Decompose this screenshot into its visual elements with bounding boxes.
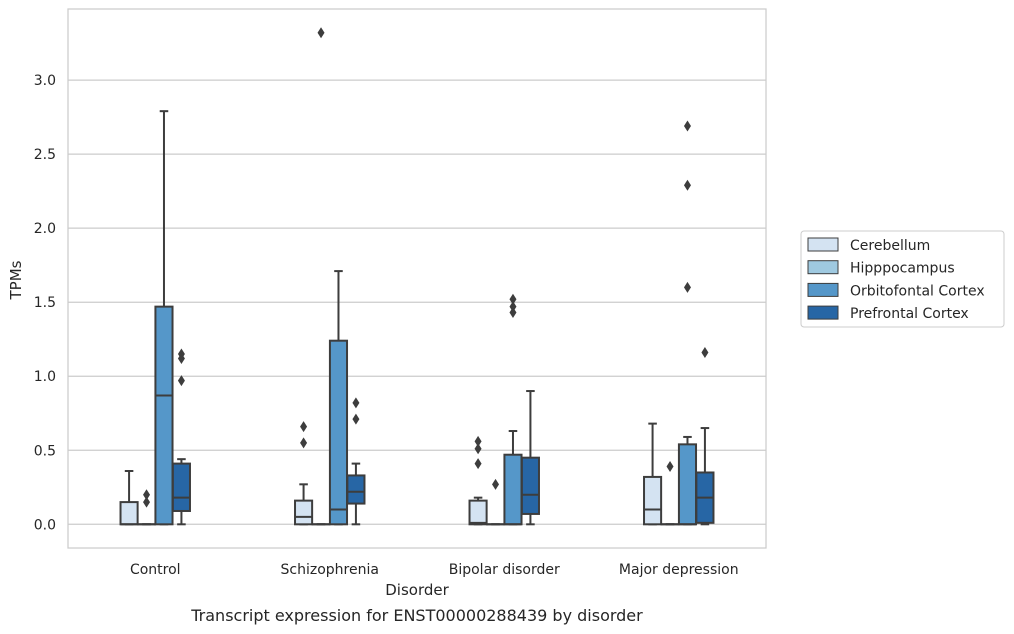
legend-swatch — [807, 282, 839, 297]
outlier-point — [143, 489, 151, 501]
x-tick-labels: Control Schizophrenia Bipolar disorder Majo… — [130, 562, 739, 578]
grid-lines — [68, 79, 766, 525]
box-body — [468, 499, 488, 526]
box-orbitofontal-cortex — [677, 120, 698, 526]
legend-label: Hipppocampus — [850, 261, 955, 277]
legend-swatch — [807, 260, 839, 275]
outlier-point — [300, 421, 308, 433]
legend-label: Prefrontal Cortex — [850, 306, 969, 322]
plot-frame — [67, 8, 767, 549]
box-cerebellum — [294, 421, 314, 526]
box-body — [119, 501, 139, 526]
box-body — [154, 305, 174, 526]
outlier-point — [492, 478, 500, 490]
y-axis-label: TPMs — [7, 260, 25, 300]
x-tick-label: Control — [130, 562, 181, 578]
box-prefrontal-cortex — [695, 347, 715, 526]
outlier-point — [509, 301, 517, 313]
box-body — [328, 339, 349, 526]
legend-label: Cerebellum — [850, 238, 930, 254]
box-hipppocampus — [660, 461, 680, 526]
box-prefrontal-cortex — [171, 348, 191, 526]
x-tick-label: Schizophrenia — [281, 562, 379, 578]
outlier-point — [352, 413, 360, 425]
legend-frame — [800, 230, 1005, 328]
box-prefrontal-cortex — [520, 390, 540, 526]
box-cerebellum — [643, 422, 663, 526]
box-prefrontal-cortex — [346, 397, 366, 526]
box-body — [643, 475, 663, 526]
box-body — [294, 499, 314, 526]
box-hipppocampus — [136, 489, 157, 526]
y-tick-labels: 0.0 0.5 1.0 1.5 2.0 2.5 3.0 — [34, 73, 56, 533]
legend-label: Orbitofontal Cortex — [850, 283, 985, 299]
outlier-point — [666, 461, 674, 473]
y-tick-label: 1.5 — [34, 295, 56, 311]
box-orbitofontal-cortex — [154, 110, 174, 526]
outlier-point — [509, 293, 517, 305]
y-tick-label: 0.5 — [34, 443, 56, 459]
box-cerebellum — [468, 435, 488, 526]
outlier-point — [177, 348, 185, 360]
outlier-point — [300, 437, 308, 449]
box-orbitofontal-cortex — [328, 270, 349, 526]
outlier-point — [474, 443, 482, 455]
legend-swatch — [807, 305, 839, 320]
legend: Cerebellum Hipppocampus Orbitofontal Corte… — [800, 230, 1005, 328]
box-body — [520, 456, 540, 515]
box-cerebellum — [119, 470, 139, 526]
x-axis-label: Disorder — [385, 581, 449, 599]
outlier-point — [683, 120, 691, 132]
outlier-point — [177, 375, 185, 387]
chart-caption: Transcript expression for ENST0000028843… — [190, 606, 643, 625]
y-tick-label: 1.0 — [34, 369, 56, 385]
y-tick-label: 3.0 — [34, 73, 56, 89]
outlier-point — [317, 27, 325, 39]
y-tick-label: 2.0 — [34, 221, 56, 237]
outlier-point — [143, 496, 151, 508]
box-body — [503, 453, 523, 526]
y-tick-label: 2.5 — [34, 147, 56, 163]
legend-swatch — [807, 237, 839, 252]
box-body — [677, 443, 698, 526]
box-hipppocampus — [485, 478, 506, 526]
outlier-point — [683, 281, 691, 293]
box-marks — [119, 27, 715, 526]
outlier-point — [683, 179, 691, 191]
x-tick-label: Major depression — [619, 562, 739, 578]
outlier-point — [701, 347, 709, 359]
box-body — [171, 462, 191, 512]
outlier-point — [474, 458, 482, 470]
box-body — [346, 474, 366, 505]
x-tick-label: Bipolar disorder — [449, 562, 560, 578]
box-orbitofontal-cortex — [503, 293, 523, 526]
y-tick-label: 0.0 — [34, 517, 56, 533]
outlier-point — [509, 307, 517, 319]
outlier-point — [352, 397, 360, 409]
outlier-point — [474, 435, 482, 447]
